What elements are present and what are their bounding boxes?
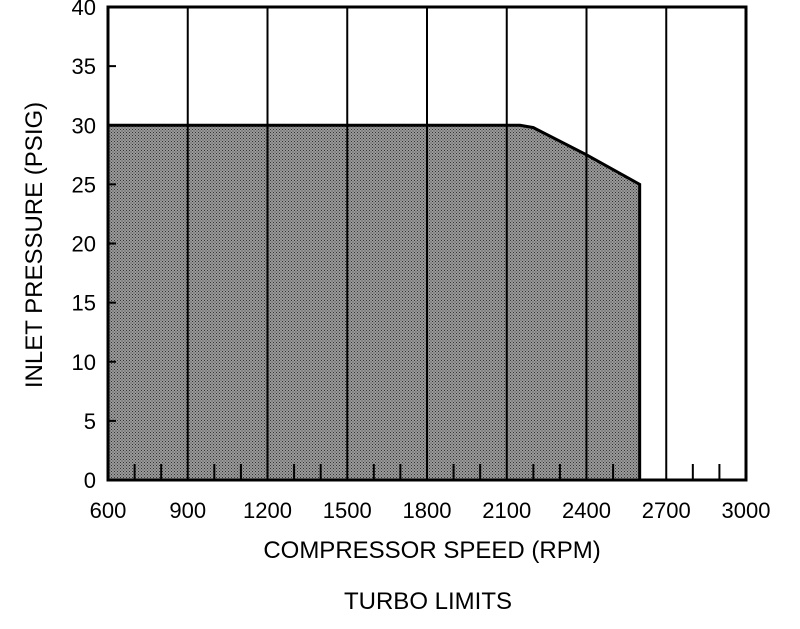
y-tick-labels: 0 5 10 15 20 25 30 35 40 <box>72 0 116 493</box>
y-tick-label: 40 <box>72 0 96 20</box>
y-tick-label: 15 <box>72 291 96 316</box>
y-axis-title: INLET PRESSURE (PSIG) <box>21 102 48 388</box>
y-tick-label: 35 <box>72 54 96 79</box>
y-tick-label: 5 <box>84 409 96 434</box>
plot-area <box>106 5 748 482</box>
x-tick-label: 1500 <box>323 498 372 523</box>
y-tick-label: 25 <box>72 172 96 197</box>
x-tick-labels: 600 900 1200 1500 1800 2100 2400 2700 3000 <box>90 498 771 523</box>
x-tick-label: 2700 <box>642 498 691 523</box>
x-tick-label: 2100 <box>482 498 531 523</box>
x-tick-label: 1200 <box>243 498 292 523</box>
x-tick-label: 3000 <box>722 498 771 523</box>
x-tick-label: 900 <box>169 498 206 523</box>
y-tick-label: 0 <box>84 468 96 493</box>
x-axis-title: COMPRESSOR SPEED (RPM) <box>263 537 600 564</box>
x-tick-label: 2400 <box>562 498 611 523</box>
x-tick-label: 600 <box>90 498 127 523</box>
x-tick-label: 1800 <box>403 498 452 523</box>
y-tick-label: 30 <box>72 113 96 138</box>
y-tick-label: 10 <box>72 350 96 375</box>
y-tick-label: 20 <box>72 232 96 257</box>
chart-title: TURBO LIMITS <box>344 588 512 615</box>
